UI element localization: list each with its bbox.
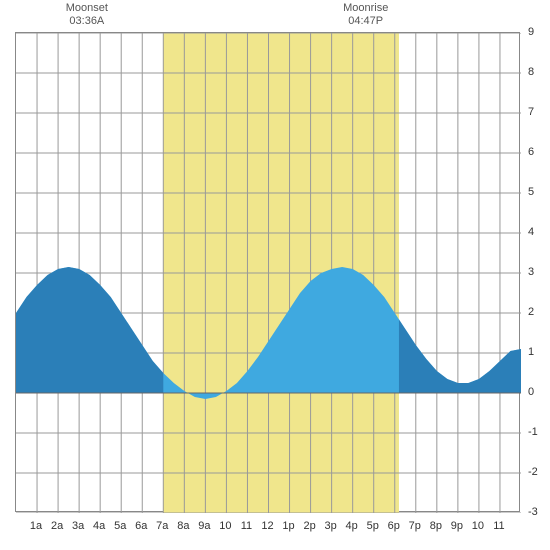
x-tick: 7a <box>156 520 168 532</box>
x-tick: 5a <box>114 520 126 532</box>
x-tick: 10 <box>219 520 231 532</box>
y-axis: -3-2-10123456789 <box>524 32 548 512</box>
x-tick: 9a <box>198 520 210 532</box>
y-tick: 7 <box>528 106 534 118</box>
y-tick: 6 <box>528 146 534 158</box>
tide-chart: Moonset 03:36A Moonrise 04:47P -3-2-1012… <box>0 0 550 550</box>
x-tick: 2a <box>51 520 63 532</box>
x-tick: 12 <box>261 520 273 532</box>
y-tick: -2 <box>528 466 538 478</box>
x-tick: 11 <box>241 520 252 532</box>
plot-svg <box>16 33 521 513</box>
x-tick: 4a <box>93 520 105 532</box>
x-tick: 1a <box>30 520 42 532</box>
x-tick: 6p <box>388 520 400 532</box>
x-tick: 1p <box>282 520 294 532</box>
y-tick: 9 <box>528 26 534 38</box>
y-tick: 1 <box>528 346 534 358</box>
moonset-time: 03:36A <box>66 15 108 28</box>
moon-header: Moonset 03:36A Moonrise 04:47P <box>0 2 550 32</box>
x-tick: 6a <box>135 520 147 532</box>
moonset-label: Moonset 03:36A <box>66 2 108 28</box>
x-tick: 9p <box>451 520 463 532</box>
y-tick: -1 <box>528 426 538 438</box>
y-tick: -3 <box>528 506 538 518</box>
x-axis: 1a 2a 3a 4a 5a 6a 7a 8a 9a 10 11 12 1p 2p 3p 4p 5p 6p 7p 8p… <box>15 516 520 536</box>
x-tick: 5p <box>367 520 379 532</box>
x-tick: 8p <box>430 520 442 532</box>
moonset-title: Moonset <box>66 2 108 15</box>
x-tick: 10 <box>472 520 484 532</box>
x-tick: 8a <box>177 520 189 532</box>
x-tick: 2p <box>303 520 315 532</box>
x-tick: 3p <box>325 520 337 532</box>
y-tick: 5 <box>528 186 534 198</box>
plot-area <box>15 32 520 512</box>
y-tick: 3 <box>528 266 534 278</box>
moonrise-label: Moonrise 04:47P <box>343 2 388 28</box>
moonrise-time: 04:47P <box>343 15 388 28</box>
y-tick: 4 <box>528 226 534 238</box>
y-tick: 2 <box>528 306 534 318</box>
x-tick: 7p <box>409 520 421 532</box>
x-tick: 4p <box>346 520 358 532</box>
y-tick: 0 <box>528 386 534 398</box>
moonrise-title: Moonrise <box>343 2 388 15</box>
x-tick: 3a <box>72 520 84 532</box>
y-tick: 8 <box>528 66 534 78</box>
x-tick: 11 <box>493 520 504 532</box>
